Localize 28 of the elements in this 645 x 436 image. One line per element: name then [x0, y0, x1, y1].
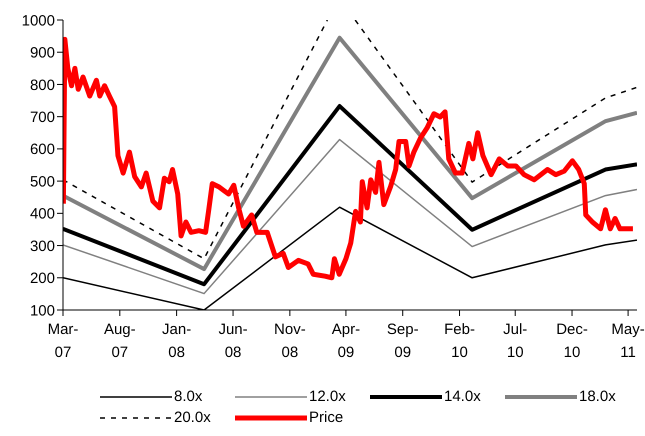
legend-label: 8.0x [174, 388, 202, 405]
x-tick-label: Apr-09 [332, 321, 360, 361]
x-tick-label: Jun-08 [218, 321, 248, 361]
x-tick-label: Nov-08 [274, 321, 306, 361]
y-tick-label: 500 [30, 173, 55, 190]
legend-label: 14.0x [444, 388, 481, 405]
x-tick-label: May-11 [611, 321, 645, 361]
y-tick-label: 1000 [22, 12, 55, 30]
x-tick-label: Feb-10 [444, 321, 475, 361]
legend-label: 18.0x [579, 388, 616, 405]
y-tick-label: 300 [30, 238, 55, 255]
x-tick-label: Jul-10 [503, 321, 528, 361]
y-tick-label: 600 [30, 141, 55, 158]
x-tick-label: Dec-10 [556, 321, 588, 361]
y-tick-label: 900 [30, 44, 55, 62]
y-tick-label: 700 [30, 108, 55, 126]
y-tick-label: 800 [30, 76, 55, 94]
legend-label: Price [309, 409, 344, 426]
x-tick-label: Jan-08 [162, 321, 192, 361]
x-tick-label: Aug-07 [104, 321, 136, 361]
y-tick-label: 100 [30, 302, 55, 320]
x-tick-label: Mar-07 [48, 321, 78, 361]
y-tick-label: 400 [30, 206, 55, 223]
legend-label: 12.0x [309, 388, 346, 405]
legend-label: 20.0x [174, 409, 211, 426]
line-series [63, 138, 637, 294]
x-tick-label: Sep-09 [386, 321, 419, 361]
y-tick-label: 200 [30, 270, 55, 288]
